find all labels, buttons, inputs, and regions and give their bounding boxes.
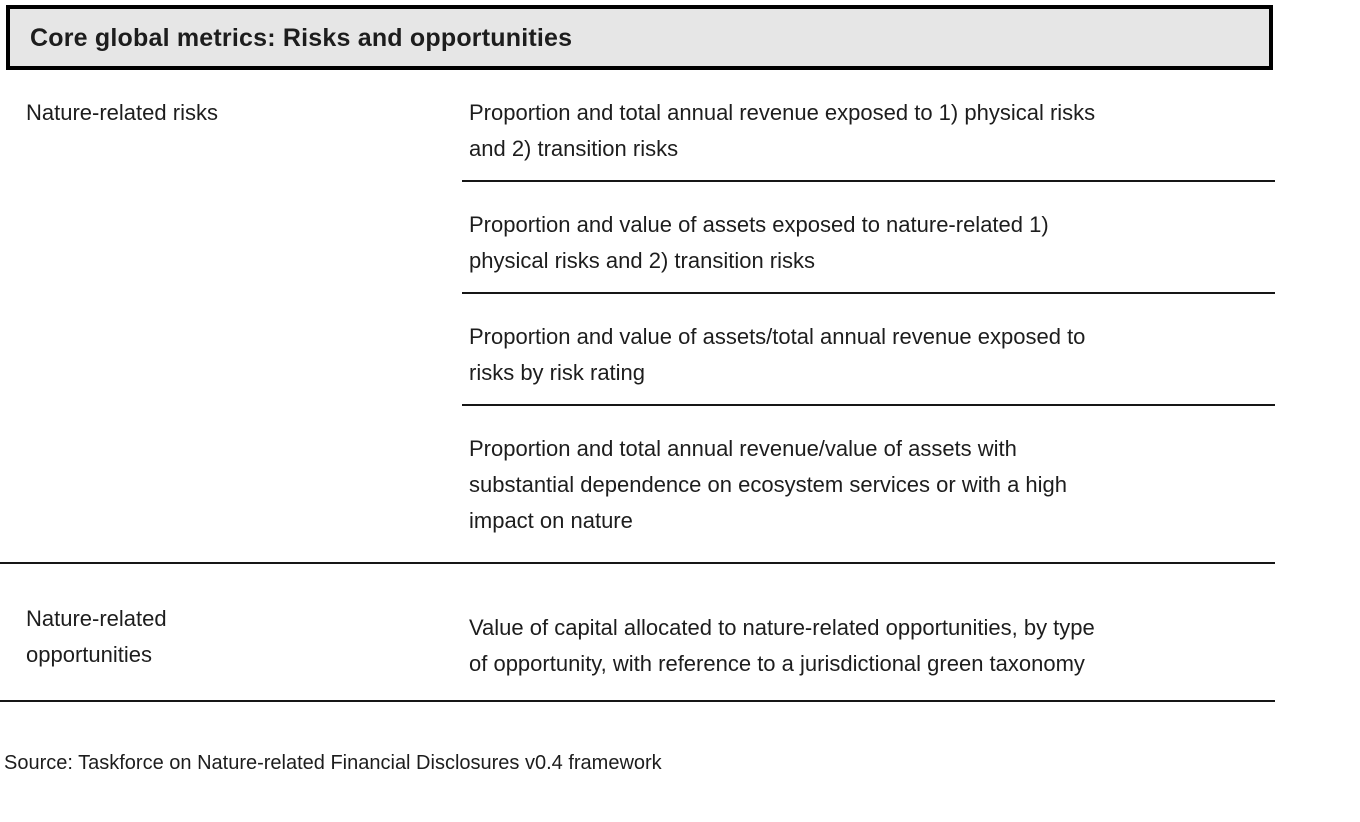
category-label: Nature-related opportunities — [26, 606, 167, 667]
metric-cell: Proportion and total annual revenue expo… — [469, 100, 1096, 161]
table-group-nature-related-risks: Nature-related risks Proportion and total… — [0, 70, 1275, 564]
metric-cell: Proportion and value of assets/total ann… — [462, 292, 1275, 404]
table-title-box: Core global metrics: Risks and opportuni… — [6, 5, 1273, 70]
metric-cell: Proportion and value of assets exposed t… — [462, 180, 1275, 292]
metric-cell: Proportion and total annual revenue/valu… — [462, 404, 1275, 562]
table-title: Core global metrics: Risks and opportuni… — [30, 24, 573, 52]
source-attribution: Source: Taskforce on Nature-related Fina… — [4, 752, 662, 774]
category-label: Nature-related risks — [26, 100, 218, 125]
metrics-column: Proportion and total annual revenue expo… — [462, 70, 1275, 562]
metric-cell: Value of capital allocated to nature-rel… — [469, 615, 1095, 676]
table-group-nature-related-opportunities: Nature-related opportunities Value of cap… — [0, 564, 1275, 702]
metrics-table: Nature-related risks Proportion and total… — [0, 70, 1275, 702]
metrics-column: Value of capital allocated to nature-rel… — [462, 564, 1275, 700]
